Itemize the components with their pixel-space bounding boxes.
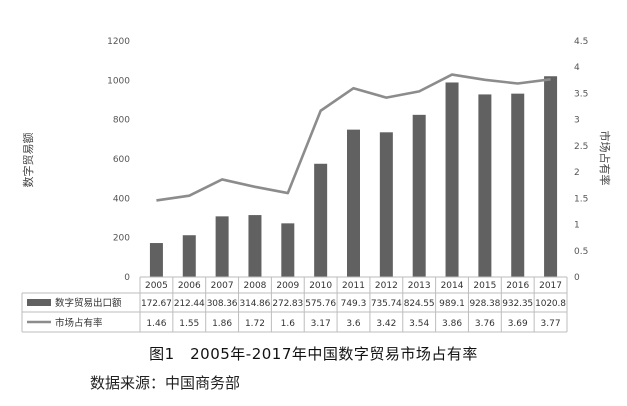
table-share-value: 3.86 (442, 319, 462, 329)
table-year-label: 2015 (473, 281, 496, 291)
table-share-value: 1.72 (245, 319, 265, 329)
table-year-label: 2006 (178, 281, 201, 291)
table-export-value: 172.67 (141, 299, 172, 309)
bar (149, 243, 163, 277)
table-year-label: 2005 (145, 281, 168, 291)
bar-legend-swatch (27, 299, 51, 306)
table-export-value: 824.55 (404, 299, 435, 309)
table-export-value: 308.36 (207, 299, 238, 309)
line-series (156, 73, 551, 202)
bar (511, 93, 525, 277)
table-export-value: 928.38 (469, 299, 500, 309)
right-tick-label: 0 (574, 273, 580, 283)
bar (445, 82, 459, 278)
figure-caption: 图1 2005年-2017年中国数字贸易市场占有率 (149, 345, 478, 363)
table-year-label: 2014 (441, 281, 464, 291)
bar (478, 94, 492, 277)
right-tick-label: 0.5 (574, 247, 588, 257)
left-tick-label: 800 (113, 116, 130, 126)
right-tick-label: 2 (574, 168, 580, 178)
table-year-label: 2009 (276, 281, 299, 291)
bar (544, 76, 558, 277)
line-legend-label: 市场占有率 (55, 317, 103, 329)
bar-series (149, 76, 558, 278)
data-source-note: 数据来源：中国商务部 (90, 374, 241, 392)
table-export-value: 212.44 (174, 299, 205, 309)
right-axis-label: 市场占有率 (598, 131, 612, 186)
table-share-value: 3.42 (376, 319, 396, 329)
table-year-label: 2008 (244, 281, 267, 291)
right-tick-label: 3.5 (574, 89, 588, 99)
left-tick-label: 200 (113, 234, 130, 244)
table-year-label: 2007 (211, 281, 234, 291)
table-share-value: 3.17 (311, 319, 331, 329)
table-share-value: 3.54 (409, 319, 429, 329)
data-table: 2005 2006 2007 2008 2009 2010 2011 2012 2013 2014… (21, 277, 568, 333)
table-year-label: 2010 (309, 281, 332, 291)
right-tick-label: 1 (574, 221, 580, 231)
table-share-value: 3.76 (475, 319, 495, 329)
bar (412, 114, 426, 277)
left-tick-label: 400 (113, 194, 130, 204)
table-export-value: 1020.8 (535, 299, 566, 309)
table-year-label: 2011 (342, 281, 365, 291)
bar (314, 163, 328, 277)
table-share-value: 3.77 (541, 319, 561, 329)
left-tick-label: 0 (124, 273, 130, 283)
table-export-value: 272.83 (272, 299, 303, 309)
table-export-value: 749.3 (341, 299, 367, 309)
table-share-value: 1.6 (281, 319, 296, 329)
table-year-label: 2016 (506, 281, 529, 291)
left-tick-label: 1000 (107, 76, 130, 86)
table-share-value: 1.46 (146, 319, 166, 329)
bar-legend-label: 数字贸易出口额 (55, 297, 122, 309)
left-tick-label: 600 (113, 155, 130, 165)
right-tick-label: 4.5 (574, 37, 588, 47)
table-year-label: 2017 (539, 281, 562, 291)
table-share-value: 1.86 (212, 319, 232, 329)
table-year-label: 2012 (375, 281, 398, 291)
right-tick-label: 2.5 (574, 142, 588, 152)
right-tick-label: 3 (574, 116, 580, 126)
table-year-label: 2013 (408, 281, 431, 291)
right-tick-label: 1.5 (574, 194, 588, 204)
left-axis-ticks: 0 200 400 600 800 1000 1200 (107, 37, 130, 283)
table-export-value: 314.86 (240, 299, 271, 309)
table-export-value: 735.74 (371, 299, 402, 309)
bar (182, 235, 196, 277)
table-share-value: 1.55 (179, 319, 199, 329)
table-export-value: 575.76 (305, 299, 336, 309)
table-export-value: 932.35 (502, 299, 533, 309)
left-axis-label: 数字贸易额 (21, 133, 35, 188)
bar (379, 132, 393, 277)
table-share-value: 3.6 (346, 319, 361, 329)
bar (215, 216, 229, 277)
table-share-value: 3.69 (508, 319, 528, 329)
left-tick-label: 1200 (107, 37, 130, 47)
right-axis-ticks: 0 0.5 1 1.5 2 2.5 3 3.5 4 4.5 (574, 37, 588, 283)
table-export-value: 989.1 (439, 299, 465, 309)
bar (347, 129, 360, 277)
bar (248, 215, 262, 277)
right-tick-label: 4 (574, 63, 580, 73)
bar (281, 223, 295, 277)
